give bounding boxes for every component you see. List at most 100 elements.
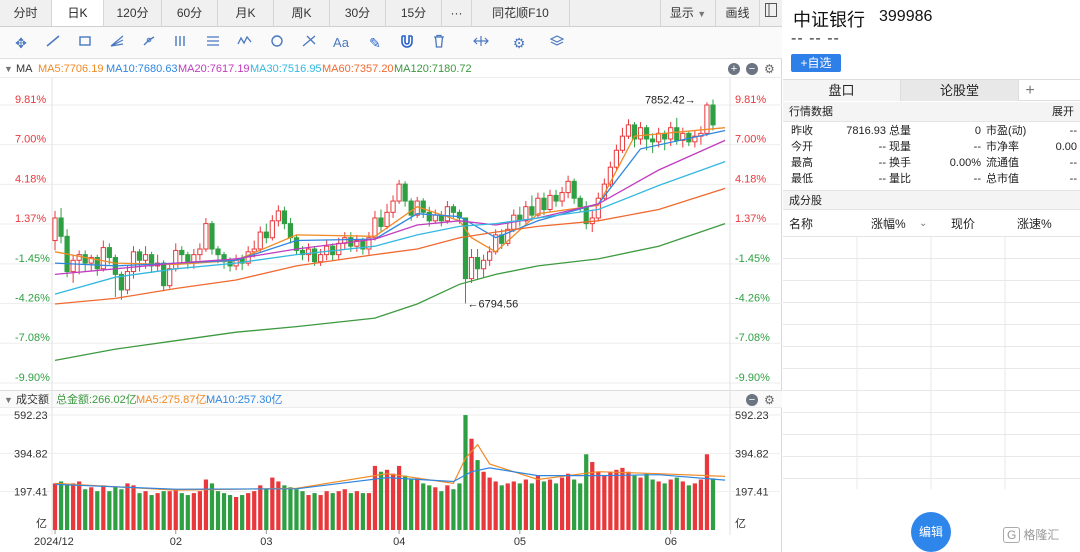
column-change[interactable]: 涨幅%: [871, 217, 906, 231]
line-icon[interactable]: [42, 33, 64, 53]
period-tab-timeshare[interactable]: 分时: [0, 0, 52, 26]
ma120-legend: MA120:7180.72: [394, 63, 472, 75]
collapse-icon[interactable]: ▼: [4, 64, 13, 74]
price-axis-label-right: 4.18%: [735, 173, 766, 185]
period-tab-month[interactable]: 月K: [218, 0, 274, 26]
price-axis-label-right: 9.81%: [735, 94, 766, 106]
watermark: G 格隆汇: [1003, 526, 1059, 543]
quote-value: --: [1069, 157, 1077, 169]
x-axis-label: 2024/12: [34, 536, 74, 548]
volume-bar: [626, 471, 631, 530]
candle-body: [529, 206, 535, 216]
bars-icon[interactable]: [170, 33, 192, 53]
period-tab-60min[interactable]: 60分: [162, 0, 218, 26]
add-indicator-icon[interactable]: +: [728, 63, 740, 75]
candle-body: [456, 211, 463, 219]
period-tab-day[interactable]: 日K: [52, 0, 104, 26]
candle-body: [378, 217, 384, 227]
period-bar: 分时 日K 120分 60分 月K 周K 30分 15分 ··· 同花顺F10 …: [0, 0, 782, 27]
more-periods-button[interactable]: ···: [442, 0, 472, 26]
volume-bar: [668, 479, 673, 530]
volume-bar: [191, 493, 196, 530]
display-dropdown[interactable]: 显示 ▼: [660, 0, 716, 26]
volume-ma5-line: [54, 443, 726, 491]
collapse-icon[interactable]: ▼: [4, 395, 13, 405]
rect-icon[interactable]: [74, 33, 96, 53]
volume-bar: [360, 493, 365, 530]
level-icon[interactable]: [202, 33, 224, 53]
kline-chart[interactable]: 9.81% 9.81% 7.00% 7.00% 4.18% 4.18% 1.37% 1.37%…: [0, 0, 782, 552]
period-tab-120min[interactable]: 120分: [104, 0, 162, 26]
panel-toggle-icon[interactable]: [760, 0, 782, 26]
quote-label: 市净率: [986, 141, 1019, 153]
fib-icon[interactable]: [138, 33, 160, 53]
wave-icon[interactable]: [234, 33, 256, 53]
price-axis-label-left: 4.18%: [15, 173, 46, 185]
cycle-icon[interactable]: [266, 33, 288, 53]
add-tab-button[interactable]: +: [1025, 82, 1035, 99]
volume-bar: [143, 491, 148, 530]
volume-bar: [312, 493, 317, 530]
expand-icon[interactable]: [470, 33, 492, 53]
draw-line-button[interactable]: 画线: [716, 0, 760, 26]
volume-bar: [52, 483, 58, 530]
trash-icon[interactable]: [428, 33, 450, 53]
volume-bar: [366, 493, 372, 530]
volume-bar: [578, 483, 583, 530]
indicator-settings-icon[interactable]: ⚙: [764, 62, 775, 76]
text-icon[interactable]: Aa: [333, 35, 349, 50]
layers-icon[interactable]: [546, 33, 568, 53]
volume-bar: [330, 493, 335, 530]
tab-order-book[interactable]: 盘口: [783, 80, 901, 101]
column-price[interactable]: 现价: [951, 217, 976, 231]
candle-body: [142, 254, 149, 261]
quote-label: 最低: [791, 173, 813, 185]
add-favorite-button[interactable]: +自选: [791, 54, 841, 72]
indicator-settings-icon[interactable]: ⚙: [764, 393, 775, 407]
column-name[interactable]: 名称: [789, 217, 814, 231]
volume-bar: [258, 485, 263, 530]
volume-axis-label-left: 394.82: [14, 448, 48, 460]
candle-body: [571, 180, 577, 199]
low-annotation: ←6794.56: [467, 298, 518, 310]
period-tab-15min[interactable]: 15分: [386, 0, 442, 26]
quote-value: --: [878, 141, 886, 153]
tab-discussion[interactable]: 论股堂: [901, 80, 1019, 101]
watermark-badge: G: [1003, 527, 1021, 543]
remove-indicator-icon[interactable]: −: [746, 63, 758, 75]
candle-body: [209, 223, 215, 250]
gann-icon[interactable]: [298, 33, 320, 53]
magnet-icon[interactable]: [396, 33, 418, 53]
volume-bar: [698, 479, 704, 530]
volume-bar: [415, 477, 420, 530]
expand-button[interactable]: 展开: [1052, 106, 1074, 118]
candle-body: [625, 124, 632, 137]
column-speed[interactable]: 涨速%: [1017, 217, 1052, 231]
x-axis-label: 05: [514, 536, 526, 548]
ma-legend-label: MA: [16, 63, 33, 75]
pen-icon[interactable]: ✎: [369, 35, 381, 51]
chevron-down-icon[interactable]: ⌄: [919, 218, 928, 229]
volume-bar: [71, 483, 76, 530]
ma60-legend: MA60:7357.20: [322, 63, 394, 75]
volume-bar: [221, 493, 227, 530]
fan-icon[interactable]: [106, 33, 128, 53]
volume-bar: [481, 471, 486, 530]
settings-icon[interactable]: ⚙: [512, 35, 526, 51]
volume-bar: [306, 495, 311, 530]
volume-bar: [505, 483, 510, 530]
x-axis-label: 02: [170, 536, 182, 548]
candle-body: [70, 259, 76, 273]
candle-body: [408, 200, 414, 216]
volume-bar: [493, 481, 498, 530]
period-tab-week[interactable]: 周K: [274, 0, 330, 26]
candle-body: [474, 256, 481, 270]
edit-button[interactable]: 编辑: [911, 512, 951, 552]
period-tab-30min[interactable]: 30分: [330, 0, 386, 26]
quote-label: 昨收: [791, 125, 813, 137]
candle-body: [179, 249, 185, 256]
crosshair-icon[interactable]: ✥: [15, 35, 27, 51]
volume-unit-label: 亿: [36, 517, 47, 530]
f10-button[interactable]: 同花顺F10: [472, 0, 570, 26]
remove-indicator-icon[interactable]: −: [746, 394, 758, 406]
